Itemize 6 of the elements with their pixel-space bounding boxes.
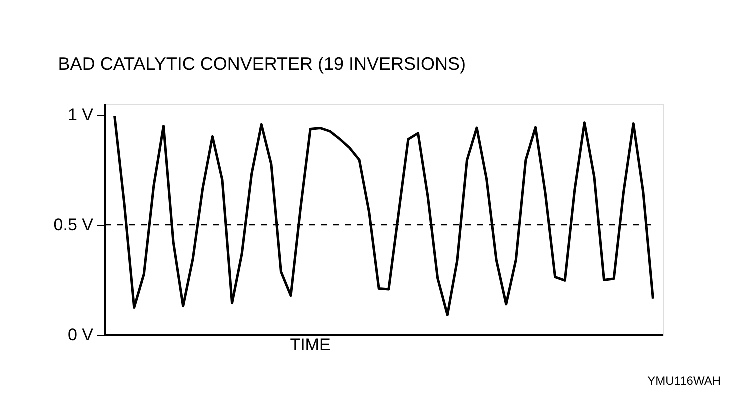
text: YMU116WAH [648, 374, 721, 388]
x-axis-title: TIME [290, 336, 331, 354]
y-tick-label: 0.5 V [54, 216, 94, 234]
chart-title: BAD CATALYTIC CONVERTER (19 INVERSIONS) [58, 54, 466, 74]
y-tick-label: 1 V [68, 106, 94, 124]
y-tick-label: 0 V [68, 326, 94, 344]
